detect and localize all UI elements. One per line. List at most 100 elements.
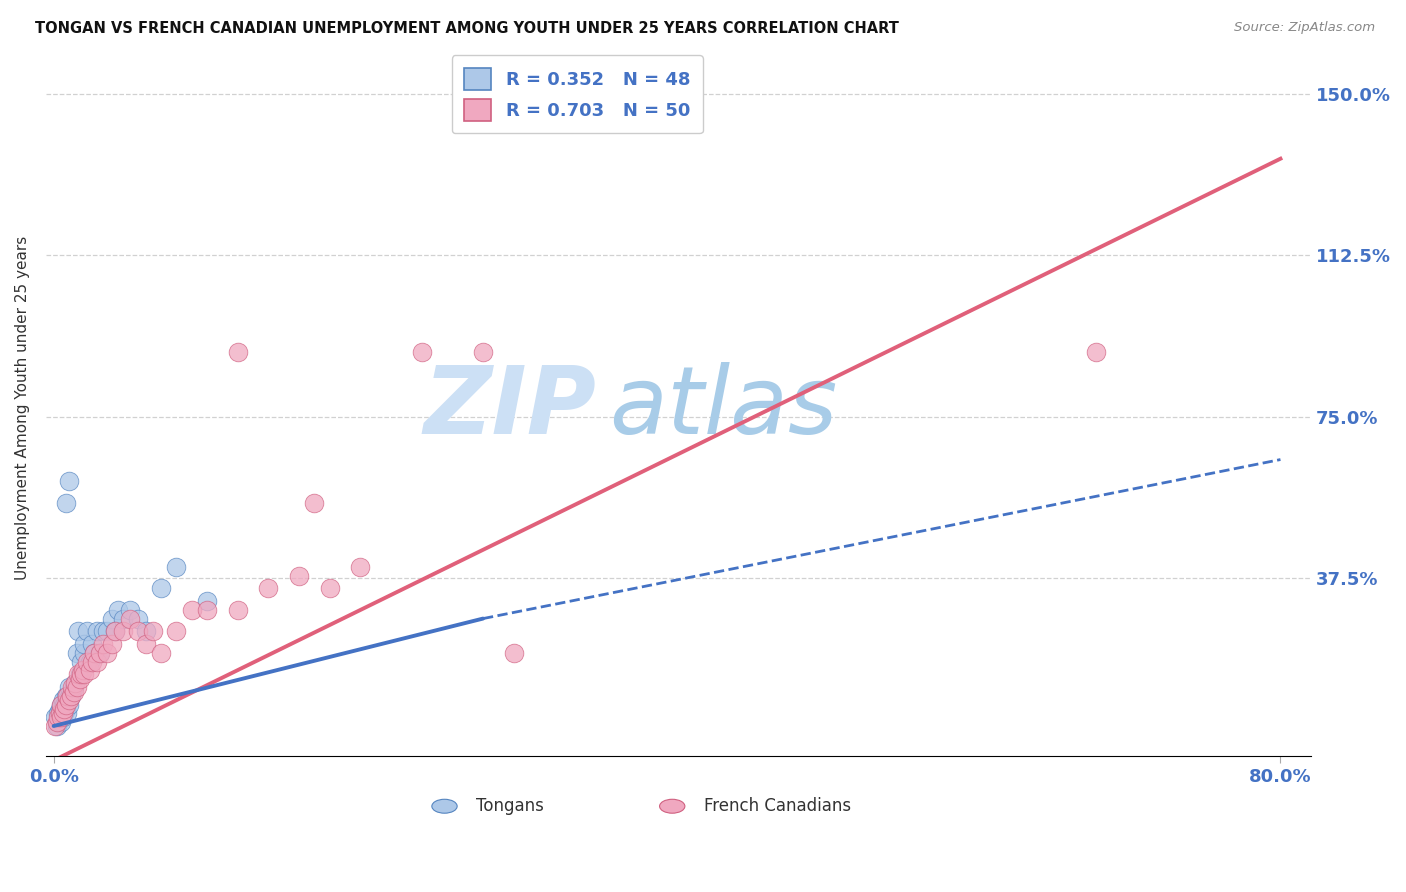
Point: [180, 603, 202, 617]
Point: [226, 345, 249, 359]
Point: [91, 637, 114, 651]
Point: [70, 655, 93, 669]
Point: [127, 611, 149, 625]
Point: [58, 681, 80, 695]
Point: [80, 655, 103, 669]
Point: [62, 681, 84, 695]
Point: [67, 624, 90, 639]
Point: [135, 624, 157, 639]
Point: [45, 714, 67, 729]
Point: [472, 345, 495, 359]
Text: French Canadians: French Canadians: [704, 797, 851, 815]
Point: [70, 667, 93, 681]
Point: [51, 710, 73, 724]
Point: [76, 655, 98, 669]
Text: Tongans: Tongans: [477, 797, 544, 815]
Point: [56, 706, 79, 720]
Point: [257, 582, 280, 596]
Point: [101, 637, 124, 651]
Point: [52, 706, 75, 720]
Point: [69, 667, 91, 681]
Point: [111, 611, 134, 625]
Point: [56, 689, 79, 703]
Point: [46, 714, 69, 729]
Point: [58, 693, 80, 707]
Point: [226, 603, 249, 617]
Point: [44, 710, 66, 724]
Point: [288, 568, 311, 582]
Point: [46, 710, 69, 724]
Point: [89, 646, 111, 660]
Point: [69, 672, 91, 686]
Point: [120, 603, 142, 617]
Text: TONGAN VS FRENCH CANADIAN UNEMPLOYMENT AMONG YOUTH UNDER 25 YEARS CORRELATION CH: TONGAN VS FRENCH CANADIAN UNEMPLOYMENT A…: [35, 21, 898, 37]
Point: [195, 594, 218, 608]
Point: [51, 714, 73, 729]
Point: [55, 689, 77, 703]
Point: [411, 345, 433, 359]
Point: [59, 689, 82, 703]
Point: [91, 624, 114, 639]
Point: [53, 706, 76, 720]
Point: [49, 706, 72, 720]
Point: [60, 681, 83, 695]
Text: Source: ZipAtlas.com: Source: ZipAtlas.com: [1234, 21, 1375, 35]
Point: [62, 684, 84, 698]
Point: [86, 655, 108, 669]
Point: [53, 702, 76, 716]
Point: [107, 603, 129, 617]
Point: [86, 624, 108, 639]
Point: [76, 624, 98, 639]
Point: [49, 702, 72, 716]
Point: [120, 611, 142, 625]
Point: [45, 719, 67, 733]
Point: [58, 698, 80, 712]
Y-axis label: Unemployment Among Youth under 25 years: Unemployment Among Youth under 25 years: [15, 235, 30, 580]
Legend: R = 0.352   N = 48, R = 0.703   N = 50: R = 0.352 N = 48, R = 0.703 N = 50: [451, 55, 703, 133]
Point: [79, 663, 101, 677]
Point: [60, 684, 83, 698]
Point: [96, 646, 118, 660]
Point: [66, 646, 89, 660]
Point: [135, 637, 157, 651]
Point: [101, 611, 124, 625]
Point: [73, 646, 96, 660]
Point: [73, 637, 96, 651]
Point: [66, 681, 89, 695]
Point: [58, 474, 80, 488]
Point: [111, 624, 134, 639]
Point: [89, 646, 111, 660]
Point: [49, 710, 72, 724]
Point: [127, 624, 149, 639]
Point: [80, 637, 103, 651]
Text: ZIP: ZIP: [423, 362, 596, 454]
Point: [53, 698, 76, 712]
Point: [150, 646, 173, 660]
Point: [59, 689, 82, 703]
Point: [51, 706, 73, 720]
Point: [46, 706, 69, 720]
Point: [83, 646, 105, 660]
Point: [150, 582, 173, 596]
Point: [83, 646, 105, 660]
Point: [52, 710, 75, 724]
Point: [52, 702, 75, 716]
Point: [63, 676, 86, 690]
Point: [63, 676, 86, 690]
Point: [55, 698, 77, 712]
Circle shape: [659, 799, 685, 814]
Point: [165, 560, 187, 574]
Point: [56, 693, 79, 707]
Point: [51, 698, 73, 712]
Point: [1085, 345, 1108, 359]
Point: [165, 624, 187, 639]
Point: [318, 582, 340, 596]
Circle shape: [432, 799, 457, 814]
Point: [73, 667, 96, 681]
Point: [304, 495, 326, 509]
Point: [52, 693, 75, 707]
Text: atlas: atlas: [609, 362, 837, 453]
Point: [67, 667, 90, 681]
Point: [55, 495, 77, 509]
Point: [79, 655, 101, 669]
